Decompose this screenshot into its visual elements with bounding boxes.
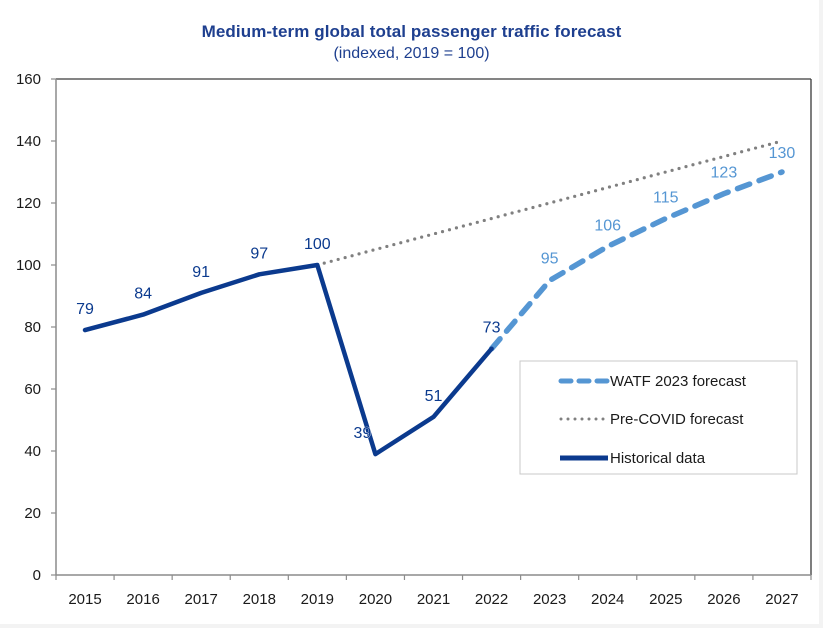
series-line-historical-data — [82, 262, 494, 457]
x-tick-label: 2024 — [591, 591, 624, 608]
y-tick-label: 120 — [16, 195, 41, 212]
x-tick-label: 2018 — [243, 591, 276, 608]
x-tick-label: 2025 — [649, 591, 682, 608]
y-axis: 0 20 40 60 80 100 120 140 160 — [16, 71, 56, 584]
data-label: 106 — [594, 217, 621, 234]
x-axis: 2015 2016 2017 2018 2019 2020 2021 2022 2023 2024… — [55, 575, 812, 608]
series-layer — [82, 139, 785, 457]
x-tick-label: 2015 — [68, 591, 101, 608]
y-tick-label: 160 — [16, 71, 41, 88]
x-tick-label: 2020 — [359, 591, 392, 608]
data-label: 100 — [304, 236, 331, 253]
x-tick-label: 2022 — [475, 591, 508, 608]
y-tick-label: 20 — [24, 505, 41, 522]
legend-label-watf-forecast: WATF 2023 forecast — [610, 373, 747, 390]
data-labels: 95 106 115 123 130 79 84 91 97 100 39 51 73 — [76, 145, 795, 442]
x-tick-label: 2017 — [185, 591, 218, 608]
x-tick-label: 2023 — [533, 591, 566, 608]
x-tick-label: 2021 — [417, 591, 450, 608]
image-frame-right — [819, 0, 823, 628]
data-label: 130 — [769, 145, 796, 162]
legend-label-historical-data: Historical data — [610, 450, 706, 467]
y-tick-label: 40 — [24, 443, 41, 460]
x-tick-label: 2027 — [765, 591, 798, 608]
data-label: 84 — [134, 286, 152, 303]
x-tick-label: 2026 — [707, 591, 740, 608]
axes — [55, 78, 812, 576]
data-label: 97 — [250, 245, 268, 262]
data-label: 115 — [653, 190, 679, 207]
data-label: 39 — [354, 425, 372, 442]
chart-title: Medium-term global total passenger traff… — [201, 22, 622, 41]
data-label: 73 — [483, 320, 501, 337]
x-tick-label: 2019 — [301, 591, 334, 608]
legend: WATF 2023 forecast Pre-COVID forecast Hi… — [519, 360, 798, 475]
y-tick-label: 140 — [16, 133, 41, 150]
y-tick-label: 100 — [16, 257, 41, 274]
y-tick-label: 60 — [24, 381, 41, 398]
data-label: 95 — [541, 251, 559, 268]
series-line-pre-covid-forecast — [315, 139, 784, 267]
x-tick-label: 2016 — [126, 591, 159, 608]
data-label: 91 — [192, 264, 210, 281]
data-label: 51 — [425, 388, 443, 405]
y-tick-label: 80 — [24, 319, 41, 336]
series-line-watf-2023-forecast — [488, 169, 785, 352]
y-tick-label: 0 — [33, 567, 41, 584]
image-frame-bottom — [0, 624, 823, 628]
legend-label-pre-covid-forecast: Pre-COVID forecast — [610, 411, 744, 428]
data-label: 79 — [76, 301, 94, 318]
data-label: 123 — [711, 165, 738, 182]
chart-subtitle: (indexed, 2019 = 100) — [333, 45, 490, 62]
